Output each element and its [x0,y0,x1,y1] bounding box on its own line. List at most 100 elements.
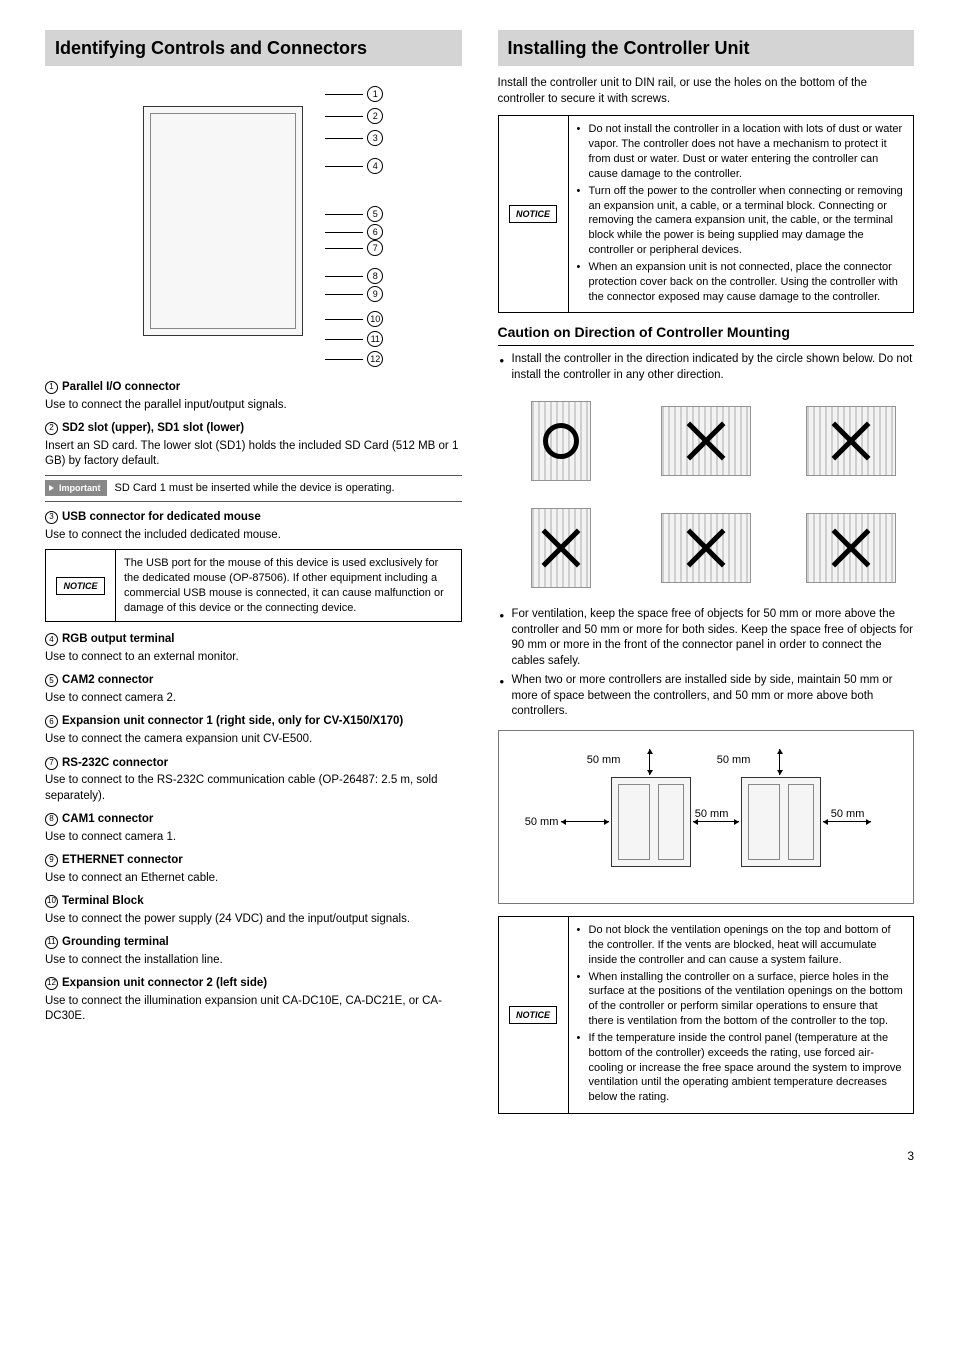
callout-1: 1 [367,86,383,102]
orientation-cell [642,500,769,595]
item-number: 10 [45,895,58,908]
ventilation-bullet: When two or more controllers are install… [498,673,915,720]
item-title: Parallel I/O connector [62,380,180,396]
right-column: Installing the Controller Unit Install t… [498,30,915,1124]
ventilation-bullet: For ventilation, keep the space free of … [498,607,915,669]
connector-item: 9 ETHERNET connector Use to connect an Eth… [45,853,462,886]
ok-mark-icon [543,423,579,459]
item-number: 1 [45,381,58,394]
item-number: 5 [45,674,58,687]
item-number: 11 [45,936,58,949]
item-number: 4 [45,633,58,646]
notice1-list: Do not install the controller in a locat… [577,122,906,304]
page-number: 3 [45,1148,914,1164]
item-number: 7 [45,757,58,770]
item-number: 9 [45,854,58,867]
spacing-figure: 50 mm 50 mm 50 mm 50 mm 50 mm [498,730,915,904]
ventilation-bullets: For ventilation, keep the space free of … [498,607,915,720]
connector-item: 12 Expansion unit connector 2 (left side)… [45,976,462,1025]
connector-item: 4 RGB output terminal Use to connect to an… [45,632,462,665]
notice-bullet: Do not install the controller in a locat… [577,122,906,181]
spacing-mid: 50 mm [695,807,729,822]
mounting-intro-list: Install the controller in the direction … [498,352,915,383]
item-number: 3 [45,511,58,524]
notice-box-1: NOTICE Do not install the controller in … [498,115,915,313]
left-heading: Identifying Controls and Connectors [45,30,462,66]
callout-4: 4 [367,158,383,174]
item-description: Use to connect camera 1. [45,830,462,846]
connector-item: 3USB connector for dedicated mouseUse to… [45,510,462,622]
orientation-cell [642,393,769,488]
item-title: Expansion unit connector 2 (left side) [62,976,267,992]
item-title: SD2 slot (upper), SD1 slot (lower) [62,421,244,437]
important-text: SD Card 1 must be inserted while the dev… [115,480,462,496]
connector-item: 2 SD2 slot (upper), SD1 slot (lower) Inser… [45,421,462,502]
callout-5: 5 [367,206,383,222]
item-title: CAM2 connector [62,673,153,689]
spacing-top-b: 50 mm [717,753,751,768]
item-description: Use to connect to the RS-232C communicat… [45,773,462,804]
orientation-grid [498,393,915,595]
connector-item: 5 CAM2 connector Use to connect camera 2. [45,673,462,706]
item-title: Terminal Block [62,894,144,910]
notice-body-text: The USB port for the mouse of this devic… [116,550,461,621]
callout-2: 2 [367,108,383,124]
left-column: Identifying Controls and Connectors 1 2 … [45,30,462,1124]
mounting-subhead: Caution on Direction of Controller Mount… [498,323,915,346]
notice-label: NOTICE [509,1006,557,1024]
notice-label: NOTICE [56,577,104,595]
controller-body-sketch [143,106,303,336]
callout-6: 6 [367,224,383,240]
orientation-cell [498,500,625,595]
notice-bullet: When installing the controller on a surf… [577,970,906,1029]
item-description: Use to connect camera 2. [45,691,462,707]
notice-bullet: When an expansion unit is not connected,… [577,260,906,305]
notice-bullet: Do not block the ventilation openings on… [577,923,906,968]
item-description: Use to connect the illumination expansio… [45,994,462,1025]
item-description: Use to connect an Ethernet cable. [45,871,462,887]
callout-12: 12 [367,351,383,367]
callout-8: 8 [367,268,383,284]
page-columns: Identifying Controls and Connectors 1 2 … [45,30,914,1124]
item-title: Expansion unit connector 1 (right side, … [62,714,403,730]
item-title: ETHERNET connector [62,853,183,869]
item-description: Use to connect the installation line. [45,953,462,969]
item-description: Use to connect the included dedicated mo… [45,528,462,544]
orientation-cell [787,500,914,595]
item-title: CAM1 connector [62,812,153,828]
connector-item: 6 Expansion unit connector 1 (right side,… [45,714,462,747]
notice-box-2: NOTICE Do not block the ventilation open… [498,916,915,1114]
connector-item: 1 Parallel I/O connector Use to connect th… [45,380,462,413]
callout-10: 10 [367,311,383,327]
item-title: RGB output terminal [62,632,174,648]
orientation-cell [787,393,914,488]
spacing-top-a: 50 mm [587,753,621,768]
spacing-controller-b [741,777,821,867]
controller-diagram: 1 2 3 4 5 6 7 8 9 10 11 12 [123,76,383,366]
callout-11: 11 [367,331,383,347]
item-number: 12 [45,977,58,990]
item-description: Use to connect to an external monitor. [45,650,462,666]
item-number: 6 [45,715,58,728]
connector-item: 11 Grounding terminal Use to connect the i… [45,935,462,968]
callout-7: 7 [367,240,383,256]
item-number: 2 [45,422,58,435]
callout-3: 3 [367,130,383,146]
install-intro: Install the controller unit to DIN rail,… [498,76,915,107]
item-description: Use to connect the parallel input/output… [45,398,462,414]
spacing-left: 50 mm [525,815,559,830]
notice-label: NOTICE [509,205,557,223]
callout-9: 9 [367,286,383,302]
spacing-right: 50 mm [831,807,865,822]
right-heading: Installing the Controller Unit [498,30,915,66]
item-title: Grounding terminal [62,935,169,951]
item-title: RS-232C connector [62,756,168,772]
connector-items-list: 1 Parallel I/O connector Use to connect th… [45,380,462,1024]
orientation-cell [498,393,625,488]
connector-item: 8 CAM1 connector Use to connect camera 1. [45,812,462,845]
item-number: 8 [45,813,58,826]
spacing-controller-a [611,777,691,867]
important-tag: Important [45,480,107,496]
item-description: Insert an SD card. The lower slot (SD1) … [45,439,462,470]
notice-bullet: If the temperature inside the control pa… [577,1031,906,1105]
